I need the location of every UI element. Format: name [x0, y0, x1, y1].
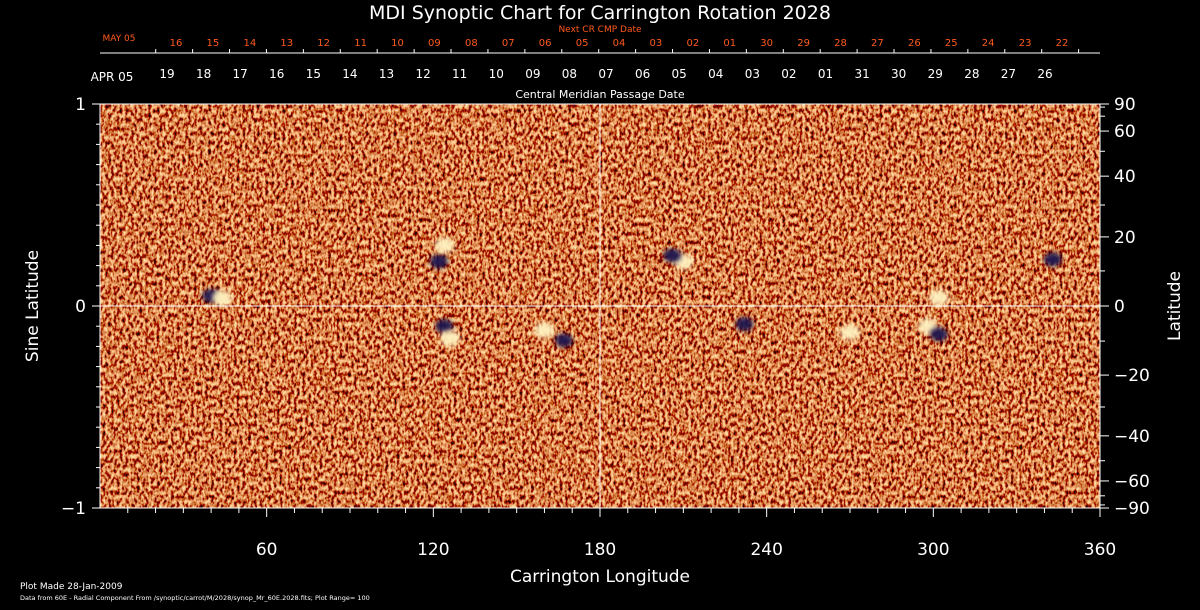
y-axis-left-label: Sine Latitude: [23, 250, 43, 362]
y-left-tick-label: 1: [75, 95, 86, 115]
cmp-date-label: 04: [708, 67, 723, 81]
next-cr-date-label: 28: [834, 38, 847, 49]
cmp-date-label: 10: [489, 67, 504, 81]
x-axis-label: Carrington Longitude: [510, 567, 690, 587]
next-cr-date-label: 01: [723, 38, 736, 49]
cmp-axis-label: Central Meridian Passage Date: [515, 88, 684, 101]
y-right-tick-label: −90: [1114, 499, 1150, 519]
x-tick-label: 60: [256, 540, 278, 560]
next-cr-month: MAY 05: [102, 34, 135, 44]
positive-polarity-region: [212, 289, 233, 306]
cmp-date-label: 14: [342, 67, 357, 81]
y-right-tick-label: −40: [1114, 427, 1150, 447]
negative-polarity-region: [435, 319, 454, 334]
next-cr-date-label: 15: [207, 38, 220, 49]
footer-data-source: Data from 60E - Radial Component From /s…: [20, 594, 370, 602]
cmp-date-label: 09: [525, 67, 540, 81]
next-cr-date-label: 03: [650, 38, 663, 49]
cmp-date-label: 08: [562, 67, 577, 81]
next-cr-date-label: 23: [1019, 38, 1032, 49]
cmp-date-label: 16: [269, 67, 284, 81]
next-cr-date-label: 30: [760, 38, 773, 49]
cmp-date-label: 12: [415, 67, 430, 81]
y-right-tick-label: 0: [1114, 297, 1125, 317]
y-axis-left: 1 0 −1: [61, 95, 100, 519]
next-cr-date-label: 08: [465, 38, 478, 49]
next-cr-date-label: 14: [243, 38, 256, 49]
x-tick-label: 360: [1084, 540, 1116, 560]
next-cr-date-label: 12: [317, 38, 330, 49]
next-cr-date-label: 24: [982, 38, 995, 49]
next-cr-date-label: 25: [945, 38, 958, 49]
y-right-tick-label: 90: [1114, 95, 1136, 115]
next-cr-date-label: 22: [1056, 38, 1069, 49]
next-cr-date-axis: 16 15 14 13 12 11 10 09 08 07 06 05 04 03 02 01 30 29 28 27…: [100, 38, 1100, 54]
cmp-date-label: 06: [635, 67, 650, 81]
next-cr-date-label: 29: [797, 38, 810, 49]
cmp-date-label: 26: [1037, 67, 1052, 81]
next-cr-axis-label: Next CR CMP Date: [558, 25, 642, 35]
negative-polarity-region: [1043, 252, 1062, 267]
negative-polarity-region: [735, 317, 754, 332]
x-tick-label: 300: [917, 540, 949, 560]
cmp-date-axis: 19 18 17 16 15 14 13 12 11 10 09 08 07 06 05 04 03 02 01 31…: [159, 67, 1052, 81]
next-cr-date-label: 11: [354, 38, 367, 49]
next-cr-date-label: 02: [686, 38, 699, 49]
negative-polarity-region: [554, 333, 573, 348]
next-cr-date-label: 10: [391, 38, 404, 49]
y-left-tick-label: −1: [61, 499, 86, 519]
cmp-date-label: 11: [452, 67, 467, 81]
cmp-date-label: 30: [891, 67, 906, 81]
next-cr-date-label: 06: [539, 38, 552, 49]
cmp-date-label: 17: [233, 67, 248, 81]
x-tick-label: 120: [417, 540, 449, 560]
x-tick-label: 240: [750, 540, 782, 560]
next-cr-date-label: 13: [280, 38, 293, 49]
positive-polarity-region: [534, 322, 555, 339]
positive-polarity-region: [440, 330, 460, 347]
next-cr-date-label: 16: [170, 38, 183, 49]
next-cr-date-label: 04: [613, 38, 626, 49]
cmp-date-label: 02: [781, 67, 796, 81]
cmp-date-label: 18: [196, 67, 211, 81]
positive-polarity-region: [434, 237, 455, 254]
negative-polarity-region: [429, 254, 448, 269]
cmp-date-label: 07: [598, 67, 613, 81]
cmp-date-label: 01: [818, 67, 833, 81]
crosshair: [100, 104, 1100, 508]
next-cr-date-label: 07: [502, 38, 515, 49]
footer-plot-made: Plot Made 28-Jan-2009: [20, 582, 123, 592]
next-cr-date-label: 27: [871, 38, 884, 49]
cmp-date-label: 05: [672, 67, 687, 81]
positive-polarity-region: [840, 324, 860, 341]
next-cr-date-label: 26: [908, 38, 921, 49]
cmp-date-label: 19: [159, 67, 174, 81]
cmp-date-label: 29: [928, 67, 943, 81]
cmp-date-label: 31: [854, 67, 869, 81]
cmp-date-label: 27: [1001, 67, 1016, 81]
next-cr-date-label: 09: [428, 38, 441, 49]
positive-polarity-region: [928, 289, 949, 306]
x-axis: 60 120 180 240 300 360: [127, 508, 1116, 560]
y-right-tick-label: 60: [1114, 122, 1136, 142]
y-left-tick-label: 0: [75, 297, 86, 317]
cmp-date-label: 28: [964, 67, 979, 81]
negative-polarity-region: [663, 248, 682, 263]
chart-title: MDI Synoptic Chart for Carrington Rotati…: [369, 2, 831, 24]
y-right-tick-label: 20: [1114, 228, 1136, 248]
y-axis-right: 90 60 40 20 0 −20 −40 −60 −90: [1100, 95, 1150, 519]
cmp-date-label: 13: [379, 67, 394, 81]
cmp-month: APR 05: [91, 70, 134, 84]
next-cr-date-label: 05: [576, 38, 589, 49]
y-right-tick-label: 40: [1114, 167, 1136, 187]
active-regions: [202, 237, 1062, 348]
y-right-tick-label: −60: [1114, 472, 1150, 492]
x-tick-label: 180: [584, 540, 616, 560]
y-axis-right-label: Latitude: [1165, 271, 1185, 341]
cmp-date-label: 15: [306, 67, 321, 81]
negative-polarity-region: [929, 327, 948, 342]
y-right-tick-label: −20: [1114, 366, 1150, 386]
cmp-date-label: 03: [745, 67, 760, 81]
